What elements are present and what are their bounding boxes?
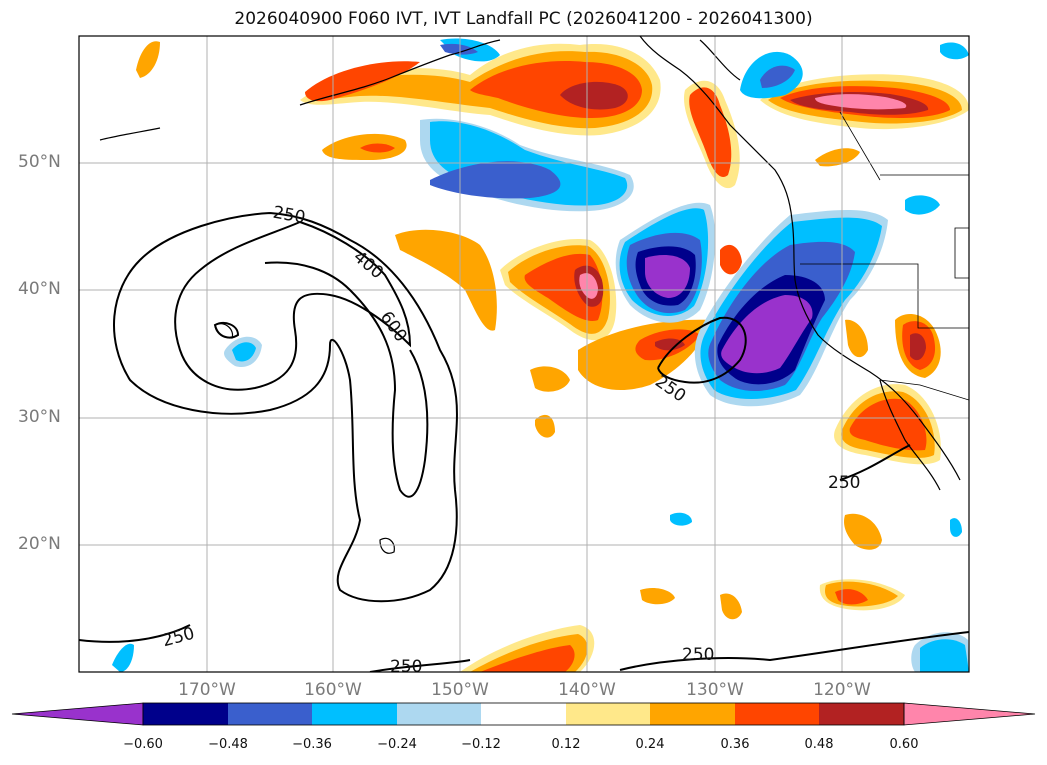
lon-label-160w: 160°W [304, 680, 362, 700]
lat-label-50n: 50°N [18, 152, 61, 172]
coastlines [99, 36, 961, 554]
map-title: 2026040900 F060 IVT, IVT Landfall PC (20… [234, 9, 813, 29]
colorbar-tick-4: −0.12 [461, 737, 501, 752]
lon-label-140w: 140°W [558, 680, 616, 700]
lon-label-150w: 150°W [431, 680, 489, 700]
colorbar-swatch-2 [228, 703, 312, 725]
borders [800, 111, 969, 401]
colorbar-swatch-6 [566, 703, 650, 725]
colorbar-swatch-5 [481, 703, 566, 725]
colorbar-tick-0: −0.60 [123, 737, 163, 752]
lon-label-120w: 120°W [813, 680, 871, 700]
contour-label-250-f: 250 [682, 645, 714, 665]
graticule [79, 36, 969, 672]
colorbar-swatch-4 [397, 703, 481, 725]
lat-label-30n: 30°N [18, 407, 61, 427]
colorbar-swatch-0 [11, 702, 144, 726]
pc-positive-regions [136, 41, 969, 672]
colorbar-swatch-3 [312, 703, 397, 725]
colorbar-swatch-10 [903, 702, 1036, 726]
colorbar-tick-2: −0.36 [292, 737, 332, 752]
colorbar-swatch-9 [819, 703, 904, 725]
colorbar-tick-9: 0.60 [889, 737, 919, 752]
lon-label-170w: 170°W [178, 680, 236, 700]
ivt-contours [79, 212, 969, 672]
contour-label-250-e: 250 [390, 657, 422, 677]
colorbar-tick-7: 0.36 [720, 737, 750, 752]
colorbar [11, 702, 1036, 726]
lat-label-40n: 40°N [18, 279, 61, 299]
colorbar-tick-3: −0.24 [377, 737, 417, 752]
map-area [79, 36, 969, 672]
colorbar-swatch-7 [650, 703, 735, 725]
colorbar-tick-6: 0.24 [635, 737, 665, 752]
colorbar-tick-1: −0.48 [208, 737, 248, 752]
colorbar-swatch-8 [735, 703, 819, 725]
lat-label-20n: 20°N [18, 534, 61, 554]
colorbar-tick-5: 0.12 [551, 737, 581, 752]
contour-label-250-c: 250 [828, 473, 860, 493]
colorbar-tick-8: 0.48 [804, 737, 834, 752]
lon-label-130w: 130°W [686, 680, 744, 700]
colorbar-swatch-1 [143, 703, 228, 725]
map-frame [78, 35, 970, 673]
